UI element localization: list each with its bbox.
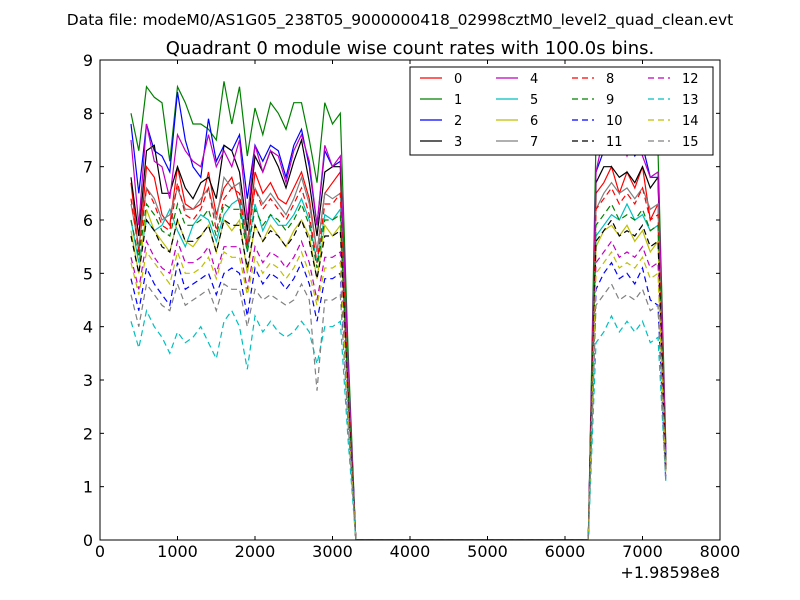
legend-label-12: 12 [682,72,699,87]
series-line-6 [130,209,667,540]
y-tick-label: 1 [83,478,93,497]
x-tick-label: 2000 [235,542,276,561]
series-line-2 [130,91,667,540]
series-line-15 [130,282,667,540]
legend-label-2: 2 [454,114,462,129]
legend-label-9: 9 [606,93,614,108]
legend-label-1: 1 [454,93,462,108]
y-tick-label: 9 [83,51,93,70]
legend-frame [409,66,714,156]
x-tick-label: 6000 [545,542,586,561]
y-tick-label: 3 [83,371,93,390]
chart-suptitle: Data file: modeM0/AS1G05_238T05_90000004… [67,11,733,30]
series-line-5 [130,197,667,540]
y-tick-label: 4 [83,318,93,337]
legend-label-5: 5 [530,93,538,108]
axis-ticks: 0 1000 2000 3000 4000 5000 6000 7000 80000123456… [83,51,741,561]
series-line-7 [130,175,667,540]
x-offset-label: +1.98598e8 [620,563,720,582]
x-tick-label: 5000 [467,542,508,561]
y-tick-label: 7 [83,158,93,177]
legend-label-0: 0 [454,72,462,87]
legend-label-6: 6 [530,114,538,129]
legend-label-15: 15 [682,135,699,150]
y-tick-label: 2 [83,424,93,443]
x-tick-label: 0 [95,542,105,561]
x-tick-label: 8000 [700,542,741,561]
series-line-14 [130,249,667,540]
series-line-4 [130,117,667,540]
x-tick-label: 4000 [390,542,431,561]
series-line-9 [130,201,667,540]
series-line-12 [130,239,667,540]
legend-label-7: 7 [530,135,538,150]
legend-label-10: 10 [606,114,623,129]
legend-label-11: 11 [606,135,623,150]
chart-title: Quadrant 0 module wise count rates with … [166,38,655,59]
legend-label-3: 3 [454,135,462,150]
x-tick-label: 7000 [622,542,663,561]
x-tick-label: 3000 [312,542,353,561]
y-tick-label: 0 [83,531,93,550]
legend-label-8: 8 [606,72,614,87]
series-line-8 [130,182,667,540]
legend-label-4: 4 [530,72,538,87]
series-line-11 [130,217,667,540]
series-line-13 [130,308,667,540]
series-layer [130,81,667,540]
series-line-0 [130,165,667,540]
series-line-3 [130,137,667,540]
series-line-10 [130,261,667,540]
y-tick-label: 6 [83,211,93,230]
legend-label-13: 13 [682,93,699,108]
legend-label-14: 14 [682,114,699,129]
x-tick-label: 1000 [157,542,198,561]
y-tick-label: 5 [83,264,93,283]
y-tick-label: 8 [83,104,93,123]
